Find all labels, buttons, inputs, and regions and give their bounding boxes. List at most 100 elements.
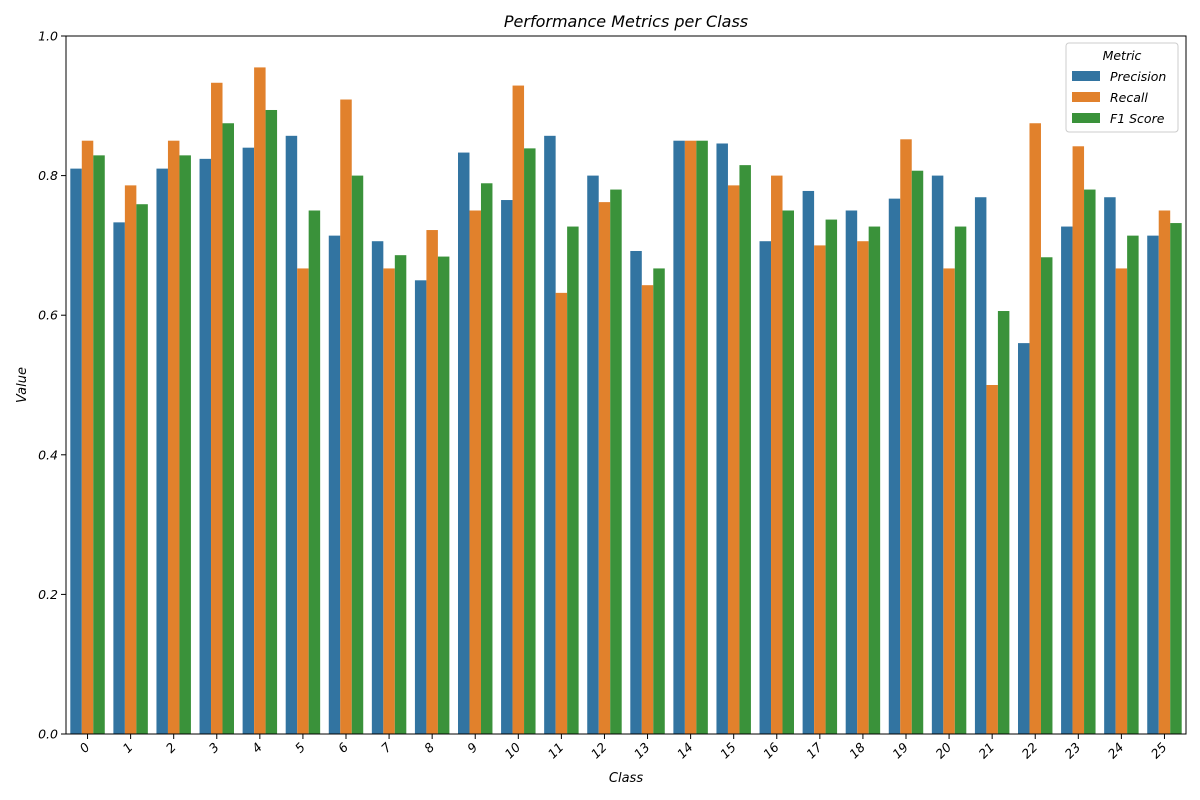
y-tick-label: 0.6: [38, 308, 58, 323]
bar-f1-score-class-8: [437, 256, 450, 734]
bar-precision-class-17: [802, 190, 815, 734]
bar-recall-class-14: [684, 140, 697, 734]
bar-f1-score-class-25: [1170, 223, 1182, 734]
x-tick-label: 4: [249, 739, 265, 755]
bar-f1-score-class-21: [997, 311, 1010, 734]
bar-precision-class-22: [1018, 343, 1030, 734]
bar-f1-score-class-16: [782, 210, 794, 734]
bar-precision-class-24: [1104, 197, 1116, 734]
bar-f1-score-class-0: [93, 155, 105, 734]
bar-precision-class-0: [70, 168, 82, 734]
x-tick-label: 10: [502, 739, 524, 761]
y-axis-label: Value: [15, 367, 30, 403]
bar-recall-class-22: [1029, 123, 1041, 734]
legend-swatch: [1072, 92, 1100, 102]
bar-recall-class-16: [771, 175, 783, 735]
x-tick-label: 16: [760, 739, 782, 761]
bar-precision-class-19: [888, 198, 901, 734]
x-tick-label: 13: [631, 739, 653, 761]
bar-f1-score-class-15: [739, 165, 751, 734]
bar-f1-score-class-9: [480, 183, 493, 734]
bar-precision-class-14: [673, 140, 685, 734]
bar-f1-score-class-5: [308, 210, 321, 734]
bar-recall-class-23: [1072, 146, 1085, 734]
bar-precision-class-23: [1061, 226, 1073, 734]
x-tick-label: 0: [76, 739, 92, 755]
bar-f1-score-class-10: [524, 148, 536, 735]
bar-precision-class-6: [328, 235, 341, 735]
bar-precision-class-4: [242, 147, 255, 734]
bar-recall-class-3: [211, 82, 223, 735]
x-tick-label: 18: [846, 739, 868, 761]
bar-precision-class-21: [974, 197, 987, 734]
bar-f1-score-class-12: [610, 189, 622, 734]
x-tick-label: 6: [335, 739, 351, 755]
x-axis-label: Class: [609, 771, 643, 786]
bar-recall-class-24: [1115, 268, 1128, 734]
bar-precision-class-13: [630, 250, 642, 734]
bar-f1-score-class-22: [1040, 257, 1053, 734]
x-tick-label: 5: [292, 739, 308, 755]
bar-recall-class-12: [598, 202, 611, 734]
x-tick-label: 20: [932, 739, 954, 761]
y-tick-label: 0.0: [38, 727, 58, 742]
bar-f1-score-class-2: [179, 155, 191, 734]
bar-f1-score-class-1: [136, 204, 148, 734]
y-tick-label: 0.8: [38, 168, 58, 183]
bar-f1-score-class-3: [222, 123, 234, 734]
y-tick-label: 0.2: [38, 587, 58, 602]
bar-recall-class-17: [814, 245, 826, 734]
y-tick-label: 1.0: [38, 29, 58, 44]
bar-f1-score-class-4: [265, 109, 278, 735]
x-tick-label: 23: [1062, 739, 1084, 761]
bar-recall-class-5: [297, 268, 309, 734]
x-tick-label: 9: [464, 739, 480, 755]
bar-recall-class-7: [383, 268, 395, 734]
bar-precision-class-7: [371, 241, 384, 734]
bar-precision-class-12: [587, 175, 599, 735]
bar-f1-score-class-19: [911, 170, 924, 735]
bar-f1-score-class-7: [394, 255, 407, 734]
bar-f1-score-class-23: [1084, 189, 1096, 734]
bar-recall-class-9: [469, 210, 481, 734]
x-tick-label: 14: [674, 739, 696, 761]
bar-recall-class-4: [254, 67, 266, 734]
plot-frame: [65, 35, 1187, 735]
bar-recall-class-2: [167, 140, 180, 734]
bar-recall-class-19: [900, 139, 912, 734]
bar-precision-class-1: [113, 222, 125, 734]
x-axis: 0 1 2 3 4 5 6 7 8 9 10 11 12 13 14 15 16 17 18 19 20 21 22 23 24…: [76, 734, 1170, 762]
bars-layer: [70, 67, 1182, 735]
bar-precision-class-20: [931, 175, 944, 735]
x-tick-label: 15: [717, 739, 739, 761]
bar-precision-class-18: [845, 210, 858, 734]
legend-item-label: F1 Score: [1110, 111, 1165, 126]
bar-precision-class-3: [199, 158, 212, 734]
x-tick-label: 17: [803, 739, 825, 761]
bar-f1-score-class-11: [567, 226, 579, 734]
x-tick-label: 3: [206, 739, 222, 755]
bar-f1-score-class-14: [696, 140, 708, 734]
legend: Metric Precision Recall F1 Score: [1065, 42, 1179, 133]
bar-precision-class-10: [501, 200, 513, 734]
legend-title: Metric: [1103, 48, 1142, 63]
legend-box: [1065, 42, 1179, 133]
legend-swatch: [1072, 71, 1100, 81]
bar-precision-class-9: [458, 152, 470, 735]
bar-recall-class-10: [512, 85, 525, 735]
bar-precision-class-11: [544, 135, 556, 735]
x-tick-label: 12: [588, 739, 610, 761]
x-tick-label: 25: [1148, 739, 1170, 761]
bar-recall-class-6: [340, 99, 352, 734]
legend-item-label: Precision: [1110, 69, 1166, 84]
x-tick-label: 11: [545, 740, 567, 762]
x-tick-label: 8: [421, 739, 437, 755]
bar-recall-class-15: [727, 185, 740, 734]
bar-precision-class-25: [1147, 235, 1159, 735]
bar-precision-class-2: [156, 168, 168, 734]
x-tick-label: 1: [120, 740, 136, 756]
legend-item-label: Recall: [1110, 90, 1148, 105]
x-tick-label: 2: [163, 739, 179, 755]
bar-precision-class-16: [759, 241, 772, 734]
